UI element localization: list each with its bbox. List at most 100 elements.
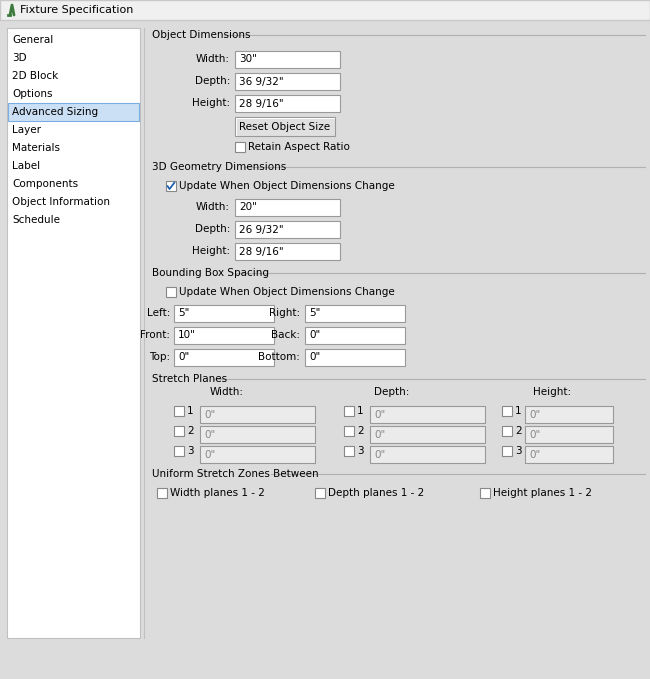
Text: Object Dimensions: Object Dimensions (152, 30, 250, 40)
Text: 1: 1 (357, 406, 363, 416)
Text: 0": 0" (204, 409, 215, 420)
Text: Stretch Planes: Stretch Planes (152, 374, 227, 384)
Bar (235, 51, 340, 68)
Bar (370, 406, 485, 423)
Text: Object Information: Object Information (12, 197, 110, 207)
Text: 3: 3 (187, 446, 194, 456)
Bar (235, 95, 340, 112)
Text: Width:: Width: (196, 202, 230, 213)
Bar (525, 426, 613, 443)
Text: Width:: Width: (210, 387, 244, 397)
Text: Update When Object Dimensions Change: Update When Object Dimensions Change (179, 287, 395, 297)
Text: 28 9/16": 28 9/16" (239, 98, 283, 109)
Text: 0": 0" (374, 449, 385, 460)
Text: Bottom:: Bottom: (258, 352, 300, 363)
Text: 0": 0" (309, 352, 320, 363)
Bar (8, 103, 139, 121)
Text: Height:: Height: (533, 387, 571, 397)
Text: Bounding Box Spacing: Bounding Box Spacing (152, 268, 269, 278)
Bar (157, 488, 167, 498)
Text: 36 9/32": 36 9/32" (239, 77, 283, 86)
Text: Fixture Specification: Fixture Specification (20, 5, 133, 15)
Bar (305, 349, 405, 366)
Text: 1: 1 (187, 406, 194, 416)
Text: 5": 5" (178, 308, 189, 318)
Text: Front:: Front: (140, 331, 170, 340)
Bar (200, 446, 315, 463)
Bar (344, 426, 354, 436)
Bar (166, 181, 176, 191)
Text: 0": 0" (529, 430, 540, 439)
Bar (370, 446, 485, 463)
Bar (174, 426, 184, 436)
Bar (200, 426, 315, 443)
Text: Label: Label (12, 161, 40, 171)
Bar (480, 488, 490, 498)
Text: 2: 2 (515, 426, 521, 436)
Text: Height:: Height: (192, 98, 230, 109)
Text: 0": 0" (529, 449, 540, 460)
Bar (174, 446, 184, 456)
Text: Materials: Materials (12, 143, 60, 153)
Bar (305, 327, 405, 344)
Bar (502, 426, 512, 436)
Text: Back:: Back: (271, 331, 300, 340)
Text: 28 9/16": 28 9/16" (239, 246, 283, 257)
Text: 30": 30" (239, 54, 257, 65)
Bar (344, 446, 354, 456)
Text: 20": 20" (239, 202, 257, 213)
Bar (200, 406, 315, 423)
Bar (502, 446, 512, 456)
Text: 3: 3 (515, 446, 521, 456)
Text: Depth:: Depth: (194, 77, 230, 86)
Text: Update When Object Dimensions Change: Update When Object Dimensions Change (179, 181, 395, 191)
Bar (370, 426, 485, 443)
Text: Width planes 1 - 2: Width planes 1 - 2 (170, 488, 265, 498)
Text: Advanced Sizing: Advanced Sizing (12, 107, 98, 117)
Text: 0": 0" (309, 331, 320, 340)
Text: 5": 5" (309, 308, 320, 318)
Bar (174, 349, 274, 366)
Bar (174, 406, 184, 416)
Text: Width:: Width: (196, 54, 230, 65)
Bar (305, 305, 405, 322)
Bar (344, 406, 354, 416)
Text: 0": 0" (178, 352, 189, 363)
Text: Uniform Stretch Zones Between: Uniform Stretch Zones Between (152, 469, 318, 479)
Text: 26 9/32": 26 9/32" (239, 225, 283, 234)
Text: Depth planes 1 - 2: Depth planes 1 - 2 (328, 488, 424, 498)
Bar (315, 488, 325, 498)
Bar (502, 406, 512, 416)
Bar (525, 406, 613, 423)
Text: Options: Options (12, 89, 53, 99)
Bar (235, 142, 245, 152)
Text: 0": 0" (204, 430, 215, 439)
Text: Components: Components (12, 179, 78, 189)
Text: 0": 0" (204, 449, 215, 460)
Text: Top:: Top: (149, 352, 170, 363)
Text: 10": 10" (178, 331, 196, 340)
Bar (235, 73, 340, 90)
Text: Reset Object Size: Reset Object Size (239, 122, 331, 132)
Text: 3D: 3D (12, 53, 27, 63)
Bar (235, 243, 340, 260)
Text: Depth:: Depth: (374, 387, 410, 397)
Bar (7, 28, 140, 638)
Text: 2: 2 (187, 426, 194, 436)
Text: 2D Block: 2D Block (12, 71, 58, 81)
Text: 3: 3 (357, 446, 363, 456)
Text: Retain Aspect Ratio: Retain Aspect Ratio (248, 142, 350, 152)
Bar (525, 446, 613, 463)
Text: 0": 0" (374, 430, 385, 439)
Text: 0": 0" (374, 409, 385, 420)
Text: 0": 0" (529, 409, 540, 420)
Text: Left:: Left: (147, 308, 170, 318)
Text: 1: 1 (515, 406, 521, 416)
Text: General: General (12, 35, 53, 45)
Bar (174, 305, 274, 322)
Text: 3D Geometry Dimensions: 3D Geometry Dimensions (152, 162, 286, 172)
Text: 2: 2 (357, 426, 363, 436)
Text: Layer: Layer (12, 125, 41, 135)
Text: Height planes 1 - 2: Height planes 1 - 2 (493, 488, 592, 498)
Bar (235, 199, 340, 216)
